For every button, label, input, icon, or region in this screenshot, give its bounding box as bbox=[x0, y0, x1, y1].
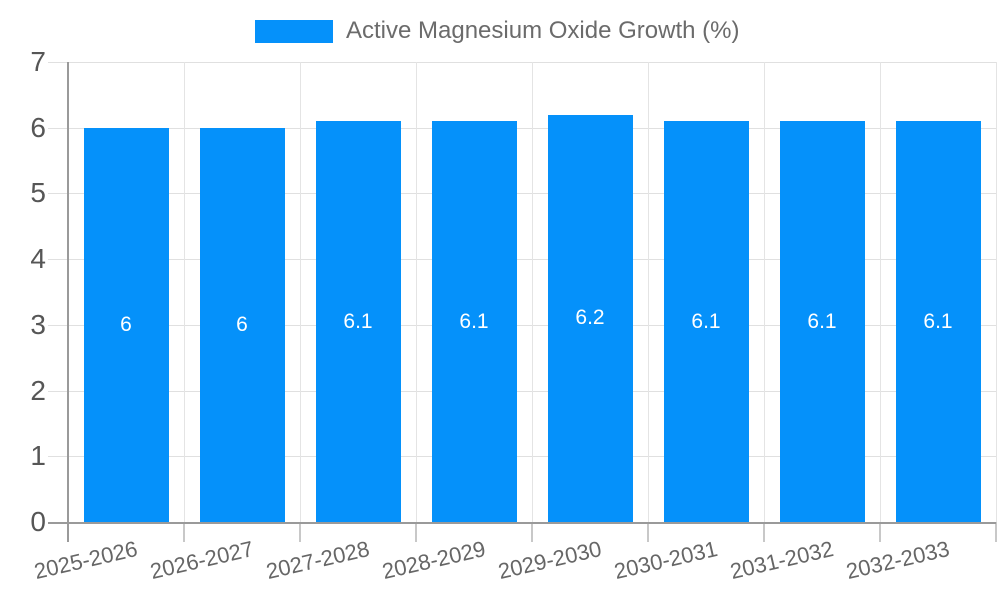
y-axis-tick-label: 4 bbox=[30, 243, 46, 275]
bar-value-label: 6.1 bbox=[691, 309, 721, 333]
x-axis-category-label: 2030-2031 bbox=[611, 536, 720, 585]
bar[interactable]: 6.2 bbox=[547, 114, 633, 522]
y-gridline bbox=[48, 390, 996, 392]
x-axis-tick bbox=[531, 522, 533, 542]
bar-value-label: 6.1 bbox=[343, 309, 373, 333]
y-gridline bbox=[48, 193, 996, 195]
x-gridline bbox=[532, 62, 533, 522]
x-gridline bbox=[184, 62, 185, 522]
x-gridline bbox=[880, 62, 881, 522]
x-axis-category-label: 2025-2026 bbox=[31, 536, 140, 585]
y-gridline bbox=[48, 324, 996, 326]
x-axis-category-label: 2026-2027 bbox=[147, 536, 256, 585]
y-axis-tick-label: 1 bbox=[30, 440, 46, 472]
y-axis-tick-label: 0 bbox=[30, 506, 46, 537]
y-gridline bbox=[48, 62, 996, 63]
bar[interactable]: 6 bbox=[83, 127, 169, 522]
bar[interactable]: 6.1 bbox=[663, 121, 749, 522]
x-axis-category-label: 2032-2033 bbox=[843, 536, 952, 585]
legend-swatch bbox=[255, 19, 333, 43]
legend[interactable]: Active Magnesium Oxide Growth (%) bbox=[255, 17, 739, 45]
bar-value-label: 6.2 bbox=[575, 306, 605, 330]
x-axis-tick bbox=[647, 522, 649, 542]
x-gridline bbox=[764, 62, 765, 522]
bar[interactable]: 6.1 bbox=[895, 121, 981, 522]
y-gridline bbox=[48, 259, 996, 261]
x-axis-tick bbox=[299, 522, 301, 542]
x-gridline bbox=[648, 62, 649, 522]
x-axis-category-label: 2027-2028 bbox=[263, 536, 372, 585]
bar[interactable]: 6.1 bbox=[779, 121, 865, 522]
bar-value-label: 6.1 bbox=[459, 309, 489, 333]
y-axis-tick-label: 3 bbox=[30, 308, 46, 340]
bar[interactable]: 6.1 bbox=[315, 121, 401, 522]
bar-value-label: 6.1 bbox=[807, 309, 837, 333]
bar-value-label: 6 bbox=[120, 312, 132, 336]
bar-value-label: 6 bbox=[236, 312, 248, 336]
x-axis-tick bbox=[879, 522, 881, 542]
x-axis-tick bbox=[183, 522, 185, 542]
y-axis-tick-label: 5 bbox=[30, 177, 46, 209]
x-axis-tick bbox=[995, 522, 997, 542]
bar-value-label: 6.1 bbox=[923, 309, 953, 333]
x-axis-tick bbox=[415, 522, 417, 542]
x-axis-line bbox=[48, 522, 996, 524]
y-gridline bbox=[48, 456, 996, 458]
y-axis-line bbox=[67, 62, 69, 542]
y-axis-tick-label: 6 bbox=[30, 111, 46, 143]
x-axis-category-label: 2029-2030 bbox=[495, 536, 604, 585]
x-axis-category-label: 2028-2029 bbox=[379, 536, 488, 585]
legend-label: Active Magnesium Oxide Growth (%) bbox=[346, 17, 740, 44]
x-axis-category-label: 2031-2032 bbox=[727, 536, 836, 585]
y-axis-tick-label: 7 bbox=[30, 46, 46, 77]
y-gridline bbox=[48, 127, 996, 129]
x-gridline bbox=[996, 62, 997, 522]
x-axis-tick bbox=[763, 522, 765, 542]
bar[interactable]: 6.1 bbox=[431, 121, 517, 522]
y-axis-tick-label: 2 bbox=[30, 374, 46, 406]
x-gridline bbox=[300, 62, 301, 522]
bar[interactable]: 6 bbox=[199, 127, 285, 522]
x-gridline bbox=[416, 62, 417, 522]
